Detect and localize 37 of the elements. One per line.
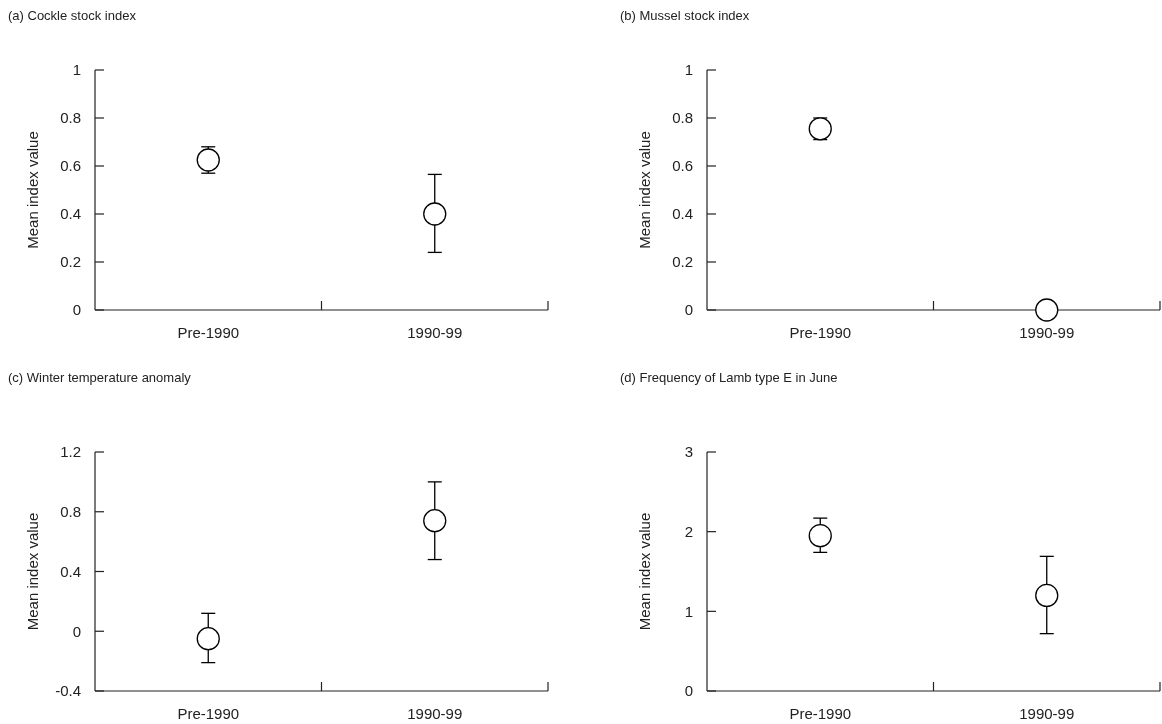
y-tick-label: 0.4 [672, 205, 693, 223]
y-tick-label: 0 [72, 622, 81, 640]
x-tick-label: Pre-1990 [789, 324, 852, 341]
y-tick-label: -0.4 [55, 682, 81, 700]
x-tick-label: Pre-1990 [789, 705, 852, 722]
y-tick-label: 0 [684, 682, 693, 700]
y-tick-label: 0.2 [60, 253, 81, 271]
y-tick-label: 3 [684, 443, 693, 461]
y-tick-label: 1 [684, 602, 693, 620]
y-tick-label: 0.4 [60, 205, 81, 223]
x-tick-label: 1990-99 [407, 705, 463, 722]
y-tick-label: 0.8 [60, 109, 81, 127]
x-tick-label: 1990-99 [1019, 324, 1075, 341]
y-tick-label: 0 [72, 301, 81, 319]
y-axis-title: Mean index value [636, 131, 653, 249]
y-axis-title: Mean index value [24, 512, 41, 631]
chart-title: (a) Cockle stock index [8, 8, 137, 23]
y-axis-title: Mean index value [24, 131, 41, 249]
y-tick-label: 0 [684, 301, 693, 319]
y-tick-label: 0.8 [672, 109, 693, 127]
y-tick-label: 1.2 [60, 443, 81, 461]
chart-title: (c) Winter temperature anomaly [8, 370, 192, 385]
y-tick-label: 0.2 [672, 253, 693, 271]
y-axis-title: Mean index value [636, 512, 653, 631]
x-tick-label: Pre-1990 [177, 705, 240, 722]
y-tick-label: 0.4 [60, 562, 81, 580]
y-tick-label: 0.6 [60, 157, 81, 175]
chart-title: (d) Frequency of Lamb type E in June [620, 370, 838, 385]
x-tick-label: Pre-1990 [177, 324, 240, 341]
y-tick-label: 0.6 [672, 157, 693, 175]
y-tick-label: 2 [684, 522, 693, 540]
y-tick-label: 1 [72, 61, 81, 79]
chart-title: (b) Mussel stock index [620, 8, 750, 23]
x-tick-label: 1990-99 [1019, 705, 1075, 722]
x-tick-label: 1990-99 [407, 324, 463, 341]
y-tick-label: 0.8 [60, 503, 81, 520]
y-tick-label: 1 [684, 61, 693, 79]
